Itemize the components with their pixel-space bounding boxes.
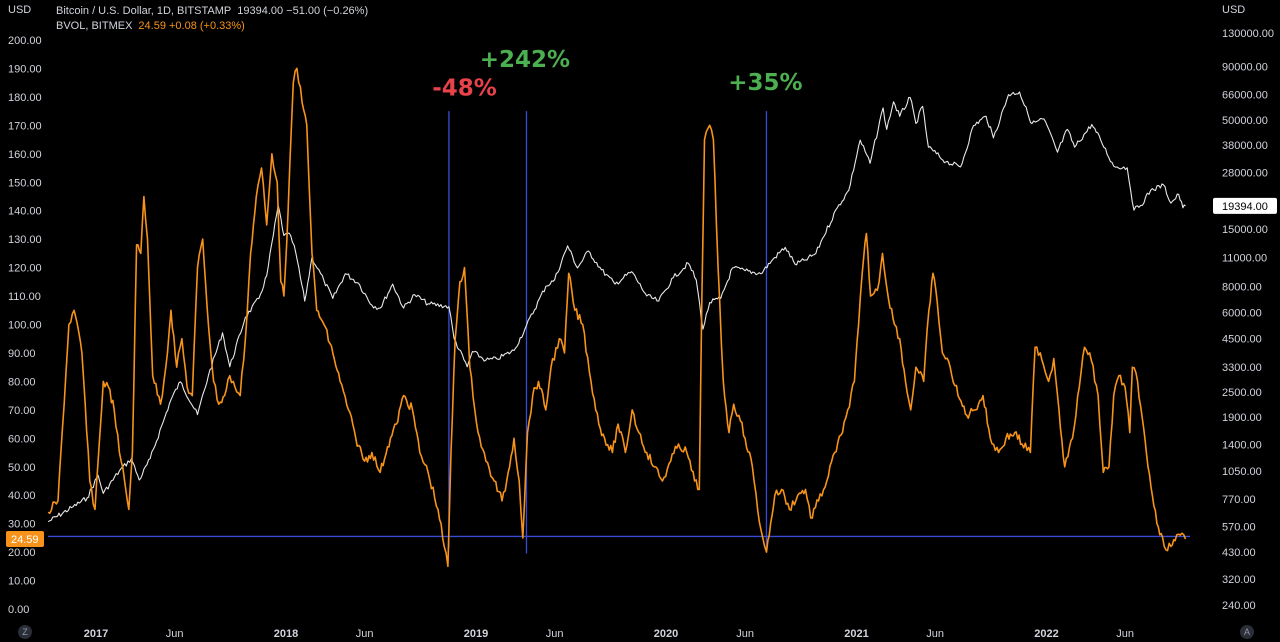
left-tick-label: 110.00: [8, 291, 41, 303]
legend-bvol-label: BVOL, BITMEX: [56, 20, 133, 32]
btc-last-price-badge: [1213, 197, 1277, 214]
time-tick-label: 2018: [274, 628, 298, 640]
btc-price-line: [47, 91, 1186, 523]
left-tick-label: 40.00: [8, 490, 36, 502]
btc-last-price-label: 19394.00: [1222, 201, 1268, 213]
left-tick-label: 200.00: [8, 35, 42, 47]
left-tick-label: 140.00: [8, 206, 42, 218]
legend-bvol[interactable]: BVOL, BITMEX 24.59 +0.08 (+0.33%): [56, 20, 245, 32]
left-tick-label: 90.00: [8, 348, 36, 360]
left-tick-label: 60.00: [8, 433, 36, 445]
right-tick-label: 28000.00: [1222, 168, 1268, 180]
right-tick-label: 770.00: [1222, 494, 1256, 506]
right-tick-label: 8000.00: [1222, 281, 1262, 293]
right-tick-label: 90000.00: [1222, 61, 1268, 73]
left-tick-label: 30.00: [8, 519, 36, 531]
left-axis-unit: USD: [8, 4, 32, 16]
right-tick-label: 430.00: [1222, 547, 1256, 559]
right-tick-label: 570.00: [1222, 521, 1256, 533]
left-tick-label: 190.00: [8, 63, 42, 75]
left-tick-label: 50.00: [8, 462, 36, 474]
right-tick-label: 130000.00: [1222, 28, 1274, 40]
time-tick-label: 2021: [844, 628, 868, 640]
time-tick-label: Jun: [166, 628, 184, 640]
left-price-axis[interactable]: 0.00 10.00 20.00 30.00 40.00 50.00 60.00 70.00 8…: [6, 35, 44, 616]
percent-annotation: +35%: [728, 70, 802, 96]
time-tick-label: 2022: [1034, 628, 1058, 640]
right-price-axis[interactable]: 240.00 320.00 430.00 570.00 770.00 1050.00 140…: [1213, 28, 1277, 612]
auto-scale-icon[interactable]: A: [1240, 625, 1254, 639]
right-tick-label: 320.00: [1222, 574, 1256, 586]
left-tick-label: 0.00: [8, 604, 29, 616]
bvol-line: [47, 67, 1187, 568]
percent-annotation: +242%: [480, 47, 570, 73]
left-tick-label: 100.00: [8, 320, 42, 332]
left-tick-label: 20.00: [8, 547, 36, 559]
time-tick-label: Jun: [546, 628, 564, 640]
left-tick-label: 120.00: [8, 263, 42, 275]
bvol-last-value-badge: [6, 531, 44, 548]
bvol-last-value-label: 24.59: [11, 534, 39, 546]
time-tick-label: 2020: [654, 628, 678, 640]
right-tick-label: 1400.00: [1222, 440, 1262, 452]
left-tick-label: 70.00: [8, 405, 36, 417]
right-tick-label: 15000.00: [1222, 224, 1268, 236]
right-tick-label: 2500.00: [1222, 387, 1262, 399]
right-tick-label: 4500.00: [1222, 334, 1262, 346]
time-tick-label: Jun: [1116, 628, 1134, 640]
left-tick-label: 10.00: [8, 576, 36, 588]
time-tick-label: Jun: [356, 628, 374, 640]
timezone-icon[interactable]: Z: [18, 625, 32, 639]
right-tick-label: 6000.00: [1222, 307, 1262, 319]
plot-area[interactable]: -48%+242% +35%: [47, 47, 1190, 568]
legend-btc-values: 19394.00 −51.00 (−0.26%): [237, 5, 369, 17]
right-tick-label: 240.00: [1222, 600, 1256, 612]
time-tick-label: 2019: [464, 628, 488, 640]
right-tick-label: 3300.00: [1222, 362, 1262, 374]
right-tick-label: 1900.00: [1222, 412, 1262, 424]
legend-btc[interactable]: Bitcoin / U.S. Dollar, 1D, BITSTAMP 19394…: [56, 5, 368, 17]
legend-btc-label: Bitcoin / U.S. Dollar, 1D, BITSTAMP: [56, 5, 232, 17]
right-axis-unit: USD: [1222, 4, 1246, 16]
legend-bvol-values: 24.59 +0.08 (+0.33%): [138, 20, 245, 32]
time-tick-label: 2017: [84, 628, 108, 640]
left-tick-label: 180.00: [8, 92, 42, 104]
right-tick-label: 11000.00: [1222, 252, 1267, 264]
right-tick-label: 50000.00: [1222, 115, 1268, 127]
left-tick-label: 160.00: [8, 149, 42, 161]
left-tick-label: 170.00: [8, 120, 42, 132]
time-tick-label: Jun: [736, 628, 754, 640]
left-tick-label: 130.00: [8, 234, 42, 246]
right-tick-label: 38000.00: [1222, 140, 1268, 152]
left-tick-label: 80.00: [8, 376, 36, 388]
left-tick-label: 150.00: [8, 177, 42, 189]
percent-annotation: -48%: [432, 75, 497, 101]
time-axis[interactable]: 2017 Jun 2018 Jun 2019 Jun 2020 Jun 2021 Jun 2022 J…: [84, 628, 1134, 640]
time-tick-label: Jun: [926, 628, 944, 640]
right-tick-label: 66000.00: [1222, 90, 1268, 102]
right-tick-label: 1050.00: [1222, 466, 1262, 478]
